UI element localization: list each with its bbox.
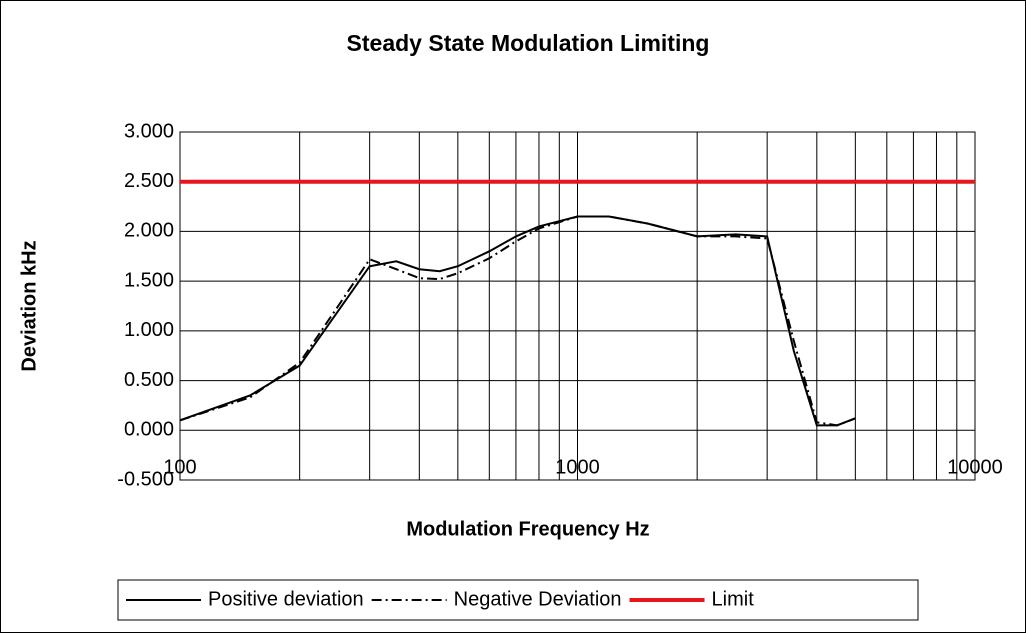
y-tick-label: 2.500: [124, 170, 174, 192]
chart-title: Steady State Modulation Limiting: [347, 30, 710, 56]
y-tick-label: -0.500: [117, 468, 174, 490]
line-series: [179, 215, 856, 427]
x-axis-label: Modulation Frequency Hz: [406, 518, 649, 540]
y-tick-label: 3.000: [124, 120, 174, 142]
y-axis-label: Deviation kHz: [18, 240, 40, 371]
y-tick-label: 0.500: [124, 369, 174, 391]
legend-label: Positive deviation: [208, 588, 364, 610]
y-tick-label: 1.500: [124, 269, 174, 291]
legend-label: Negative Deviation: [454, 588, 622, 610]
legend-box: [117, 579, 919, 621]
legend-label: Limit: [712, 588, 755, 610]
y-tick-label: 2.000: [124, 220, 174, 242]
y-tick-label: 0.000: [124, 419, 174, 441]
plot-border: [179, 131, 976, 481]
y-tick-label: 1.000: [124, 319, 174, 341]
line-series: [179, 215, 856, 427]
